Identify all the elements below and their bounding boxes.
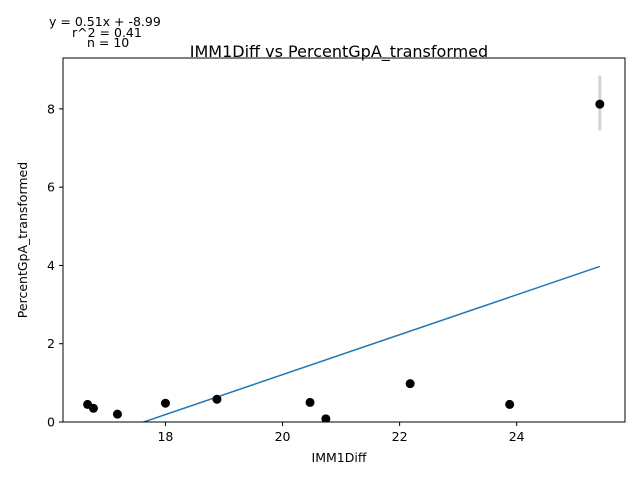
data-point-1 (88, 403, 98, 413)
plot-area (83, 75, 605, 422)
data-point-8 (505, 399, 515, 409)
data-point-3 (160, 398, 170, 408)
plot-frame (62, 57, 626, 423)
x-tick-label-3: 24 (509, 429, 525, 444)
sample-size-annotation: n = 10 (87, 35, 129, 50)
y-axis-label: PercentGpA_transformed (15, 162, 30, 318)
r-squared-annotation: r^2 = 0.41 (72, 25, 142, 40)
data-point-4 (212, 394, 222, 404)
data-point-6 (321, 414, 331, 422)
data-point-9 (595, 99, 605, 109)
y-tick-label-2: 4 (47, 258, 55, 273)
y-tick-label-0: 0 (47, 415, 55, 430)
fit-line (141, 265, 601, 422)
y-tick-label-1: 2 (47, 336, 55, 351)
chart-title: IMM1Diff vs PercentGpA_transformed (190, 42, 488, 62)
data-point-7 (405, 379, 415, 389)
x-axis-label: IMM1Diff (312, 450, 367, 465)
y-tick-label-3: 6 (47, 180, 55, 195)
fit-equation-annotation: y = 0.51x + -8.99 (49, 14, 161, 29)
data-point-5 (305, 397, 315, 407)
x-tick-label-1: 20 (275, 429, 291, 444)
y-tick-label-4: 8 (47, 101, 55, 116)
data-point-2 (112, 409, 122, 419)
x-tick-label-0: 18 (157, 429, 173, 444)
x-tick-label-2: 22 (392, 429, 408, 444)
